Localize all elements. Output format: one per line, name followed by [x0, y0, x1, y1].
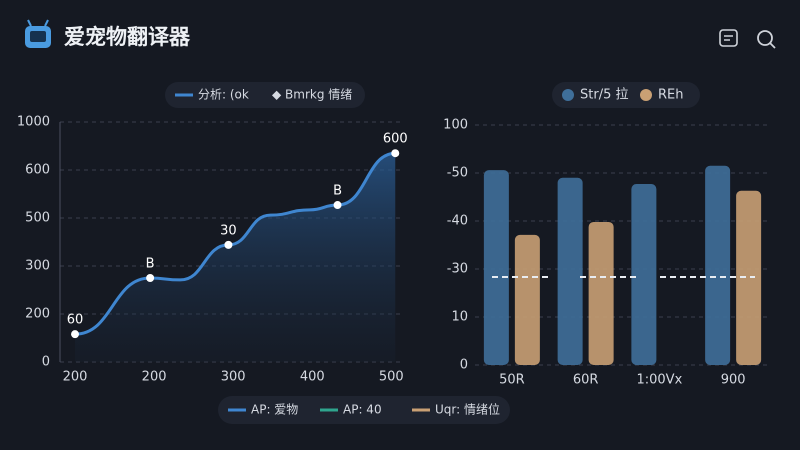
- point-label: B: [333, 184, 342, 199]
- legend-label: Str/5 拉: [580, 88, 628, 103]
- search-button[interactable]: [757, 30, 776, 49]
- x-tick-label: 300: [221, 370, 246, 385]
- legend-pill: [165, 82, 365, 108]
- legend-label: Uqr: 情绪位: [435, 402, 500, 417]
- y-tick-label: 600: [25, 163, 50, 178]
- x-tick-label: 50R: [499, 373, 525, 388]
- message-button[interactable]: [719, 29, 738, 47]
- y-tick-label: -50: [447, 166, 468, 181]
- legend-pill: [552, 82, 700, 108]
- x-tick-label: 1:00Vx: [636, 373, 682, 388]
- x-tick-label: 400: [300, 370, 325, 385]
- legend-swatch: [640, 89, 652, 101]
- y-tick-label: 500: [25, 211, 50, 226]
- x-tick-label: 200: [63, 370, 88, 385]
- legend-label: ◆ Bmrkg 情绪: [272, 88, 352, 102]
- legend-pill: [218, 396, 510, 424]
- point-label: B: [146, 257, 155, 272]
- bar: [588, 221, 614, 365]
- y-tick-label: 1000: [17, 115, 50, 130]
- y-tick-label: -30: [447, 262, 468, 277]
- bar: [514, 234, 540, 365]
- line-area: [75, 153, 396, 362]
- data-point: [146, 274, 155, 282]
- legend-label: AP: 爱物: [251, 403, 298, 417]
- bar: [631, 184, 657, 365]
- y-tick-label: 10: [451, 310, 468, 325]
- bar: [705, 165, 731, 365]
- data-point: [224, 240, 233, 249]
- app-logo: [25, 19, 51, 48]
- bar: [557, 177, 583, 365]
- y-tick-label: 0: [460, 358, 468, 373]
- legend-label: AP: 40: [343, 403, 382, 417]
- y-tick-label: -40: [447, 214, 468, 229]
- x-tick-label: 60R: [573, 373, 599, 388]
- bar: [483, 170, 509, 365]
- app-title: 爱宠物翻译器: [64, 25, 191, 49]
- x-tick-label: 900: [721, 373, 746, 388]
- data-point: [71, 330, 80, 339]
- data-point: [391, 149, 400, 158]
- y-tick-label: 0: [42, 355, 50, 370]
- y-tick-label: 300: [25, 259, 50, 274]
- legend-swatch: [562, 89, 574, 101]
- x-tick-label: 200: [142, 370, 167, 385]
- x-tick-label: 500: [379, 370, 404, 385]
- data-point: [333, 201, 342, 210]
- y-tick-label: 200: [25, 307, 50, 322]
- bar: [736, 190, 762, 365]
- y-tick-label: 100: [443, 118, 468, 133]
- point-label: 30: [220, 223, 237, 238]
- legend-label: REh: [658, 88, 684, 103]
- legend-label: 分析: (ok: [198, 88, 249, 102]
- point-label: 60: [67, 313, 84, 328]
- point-label: 600: [383, 132, 408, 147]
